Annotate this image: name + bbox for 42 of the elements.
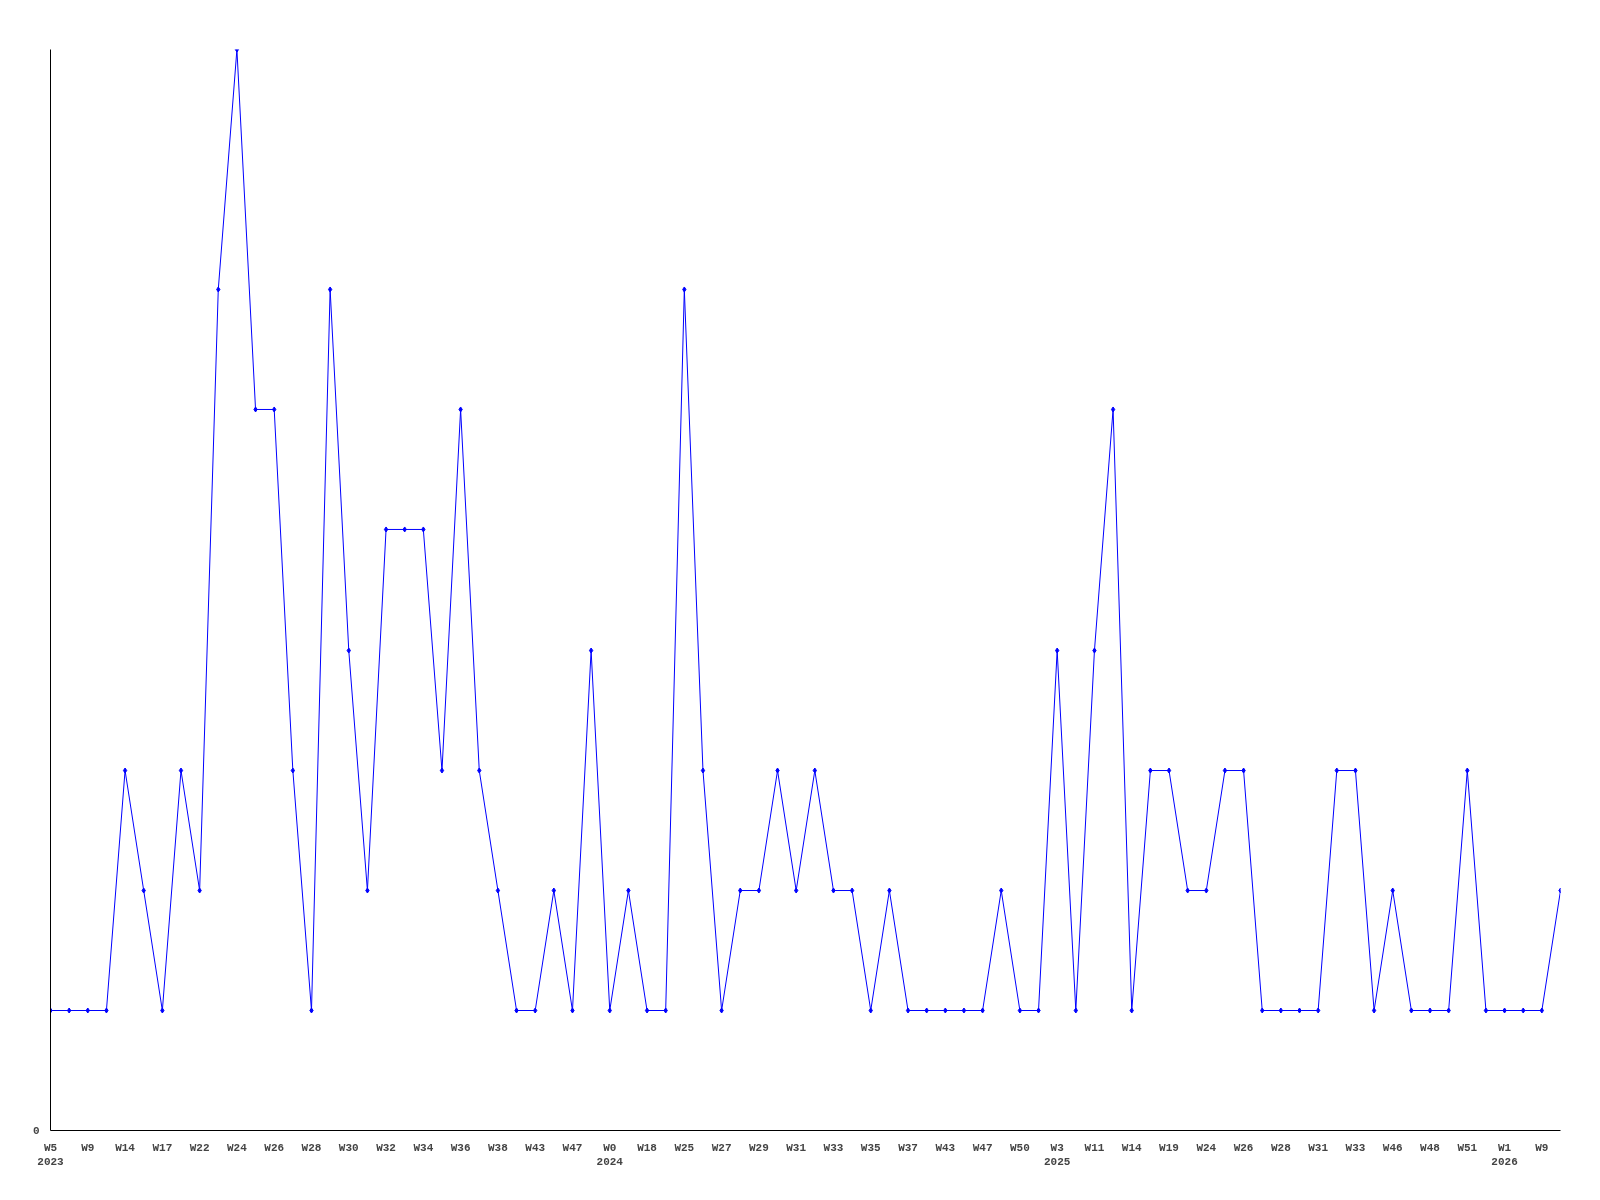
x-tick-label: W19 bbox=[1159, 1141, 1179, 1154]
x-tick-label: W24 bbox=[1196, 1141, 1217, 1154]
x-tick-label: W17 bbox=[152, 1141, 173, 1154]
text: 0 bbox=[32, 1125, 40, 1137]
x-tick-label: W43 bbox=[935, 1141, 956, 1154]
x-tick-label: W27 bbox=[711, 1141, 732, 1154]
x-tick-label: W38 bbox=[488, 1141, 509, 1154]
x-tick-label: W46 bbox=[1382, 1141, 1403, 1154]
x-tick-label: W14 bbox=[1121, 1141, 1143, 1154]
x-tick-label: W28 bbox=[301, 1141, 322, 1154]
x-tick-label: W0 2024 bbox=[596, 1141, 624, 1168]
x-tick-label: W3 2025 bbox=[1043, 1141, 1071, 1168]
x-tick-label: W51 bbox=[1457, 1141, 1478, 1154]
x-tick-label: W1 2026 bbox=[1491, 1141, 1518, 1168]
x-tick-label: W26 bbox=[1233, 1141, 1254, 1154]
x-tick-label: W43 bbox=[525, 1141, 546, 1154]
x-tick-label: W31 bbox=[786, 1141, 807, 1154]
x-tick-label: W26 bbox=[264, 1141, 285, 1154]
x-tick-label: W28 bbox=[1270, 1141, 1292, 1154]
x-tick-label: W35 bbox=[860, 1141, 882, 1154]
x-tick-label: W50 bbox=[1009, 1141, 1030, 1154]
x-tick-label: W29 bbox=[748, 1141, 769, 1154]
x-tick-label: W33 bbox=[823, 1141, 844, 1154]
x-tick-label: W22 bbox=[189, 1141, 210, 1154]
x-tick-label: W47 bbox=[562, 1141, 583, 1154]
x-tick-label: W5 2023 bbox=[37, 1141, 65, 1168]
x-tick-label: W37 bbox=[898, 1141, 918, 1154]
x-tick-label: W47 bbox=[972, 1141, 993, 1154]
x-tick-label: W33 bbox=[1345, 1141, 1366, 1154]
x-tick-label: W34 bbox=[413, 1141, 434, 1154]
x-tick-label: W36 bbox=[450, 1141, 471, 1154]
x-tick-label: W30 bbox=[338, 1141, 359, 1154]
x-tick-label: W25 bbox=[674, 1141, 695, 1154]
x-tick-label: W32 bbox=[376, 1141, 396, 1154]
x-tick-label: W14 bbox=[115, 1141, 136, 1154]
x-tick-label: W9 bbox=[81, 1141, 95, 1154]
x-tick-label: W11 bbox=[1084, 1141, 1105, 1154]
x-tick-label: W24 bbox=[227, 1141, 248, 1154]
x-tick-label: W9 bbox=[1535, 1141, 1549, 1154]
x-tick-label: W31 bbox=[1308, 1141, 1329, 1154]
x-tick-label: W18 bbox=[637, 1141, 658, 1154]
x-tick-label: W48 bbox=[1420, 1141, 1441, 1154]
